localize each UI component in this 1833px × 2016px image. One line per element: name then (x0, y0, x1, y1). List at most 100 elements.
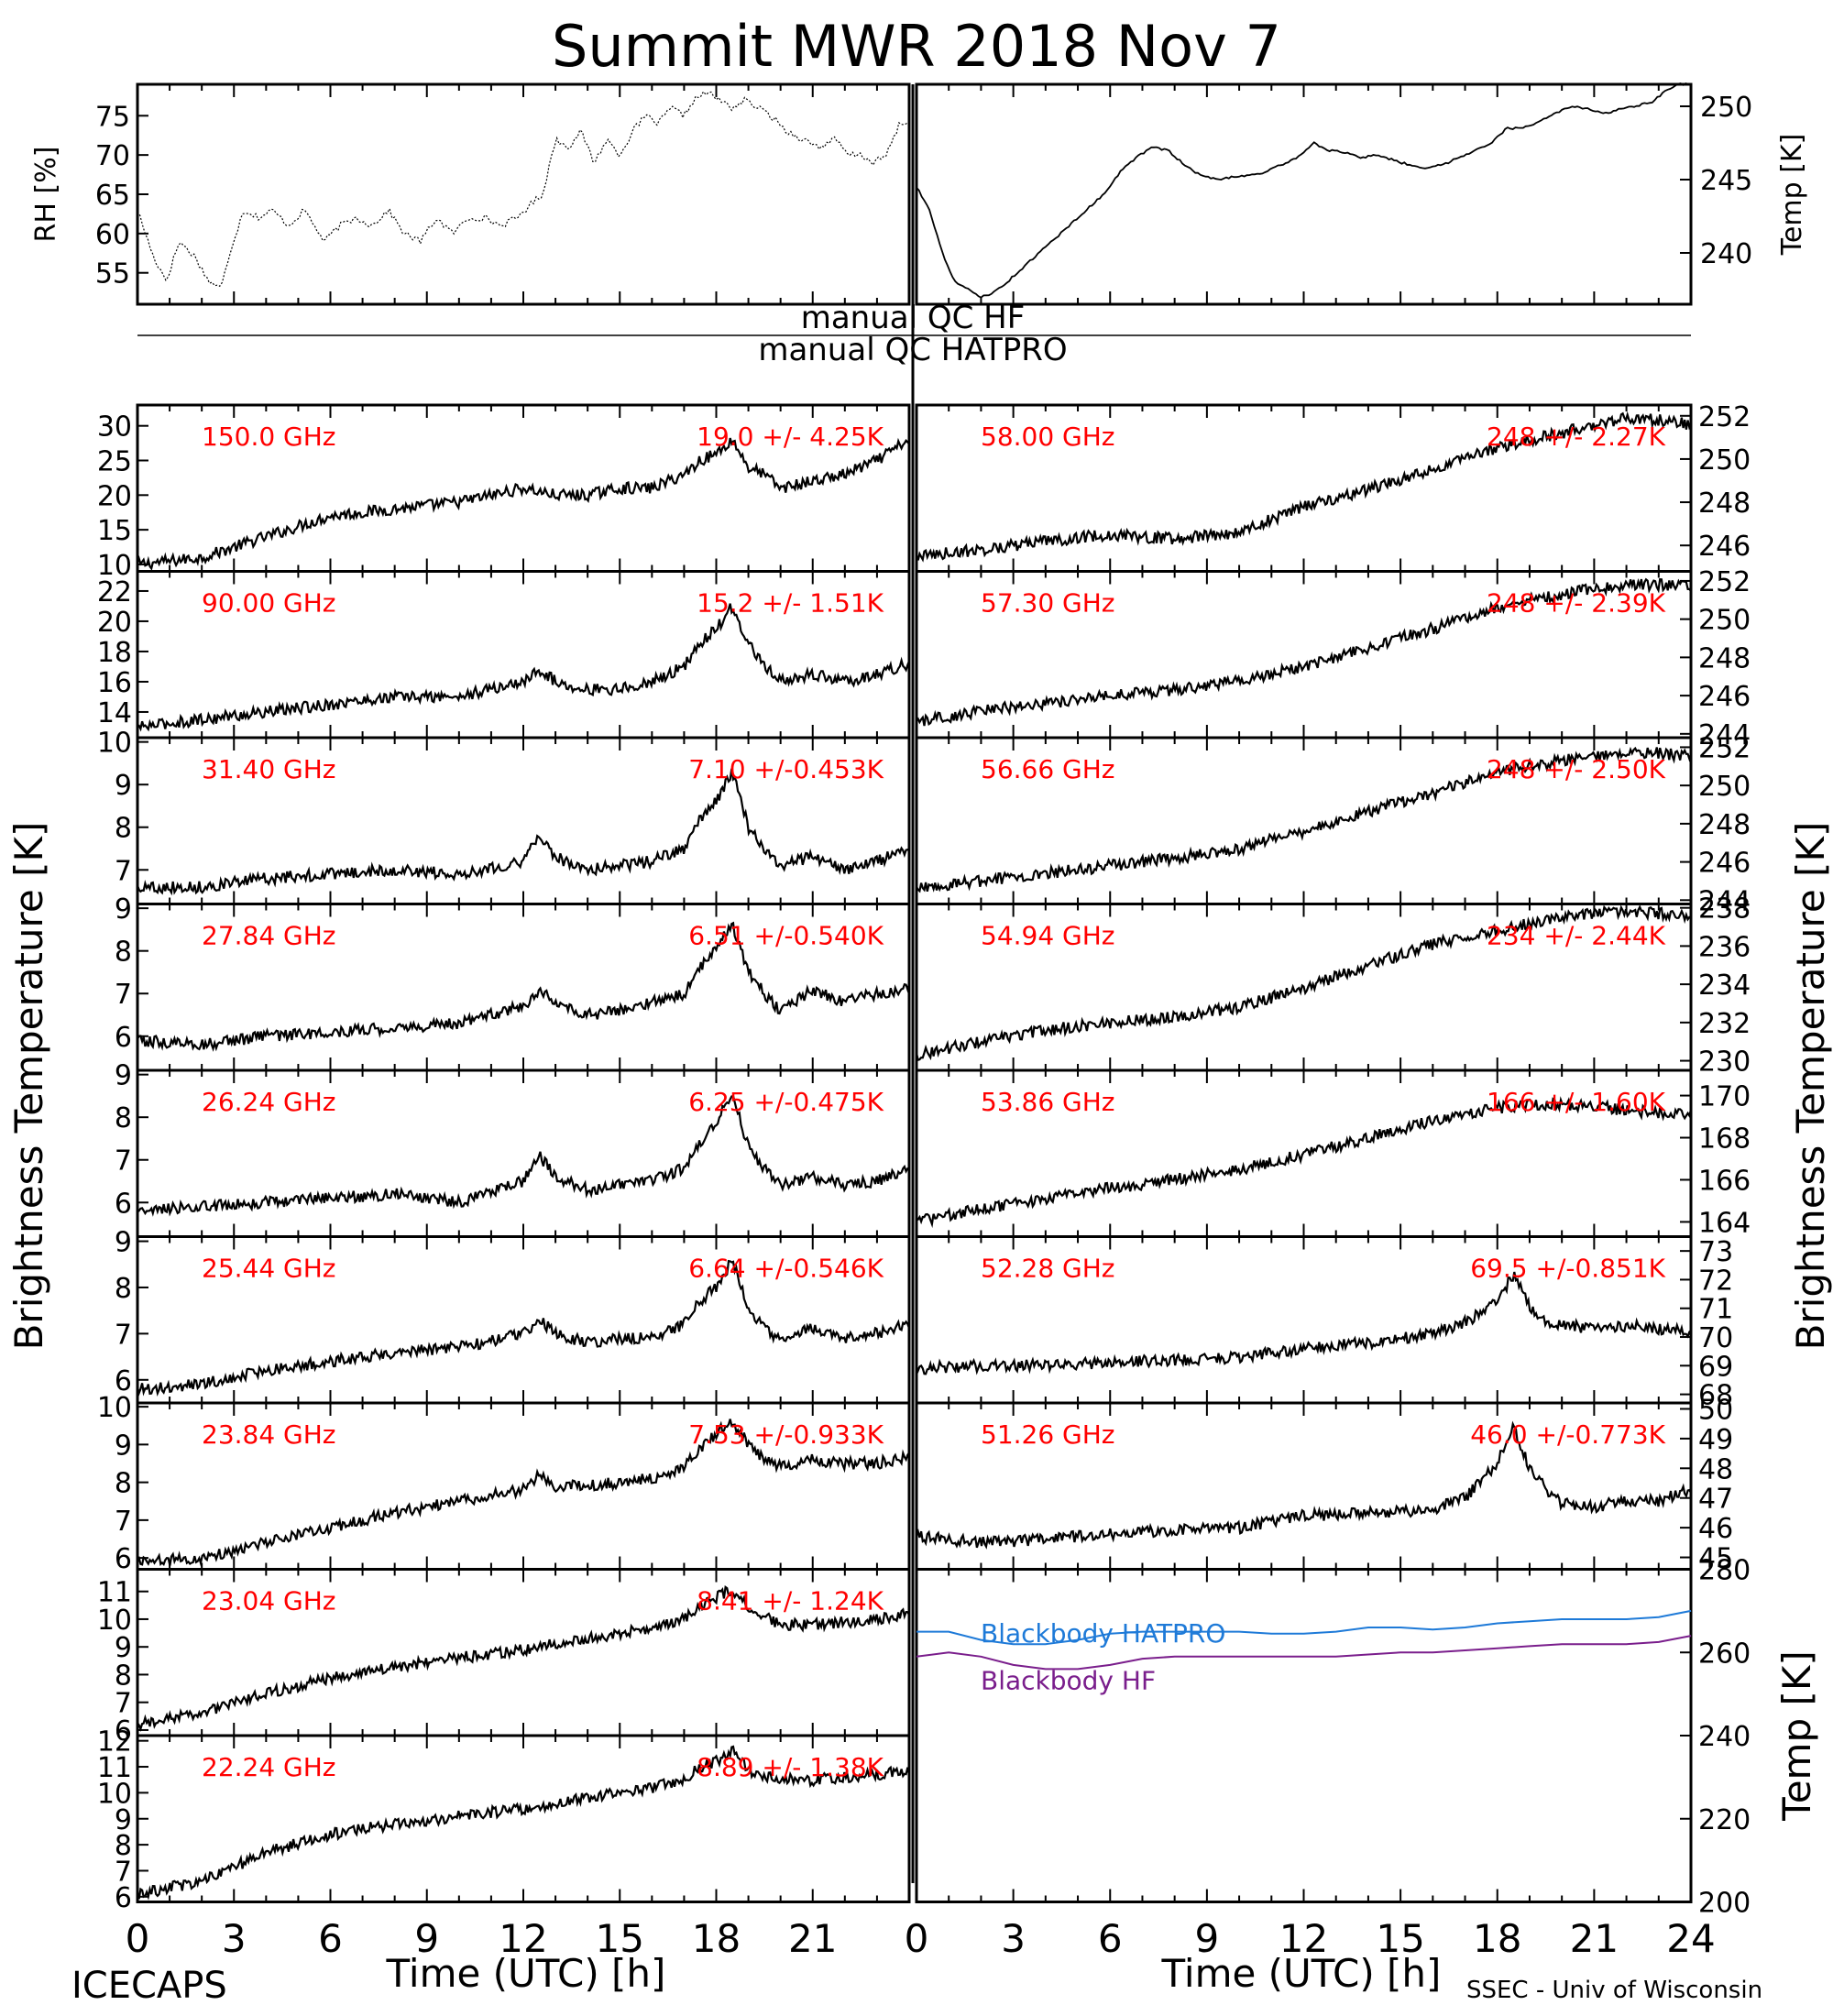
series-trace-25-44-ghz (136, 1259, 911, 1397)
ytick-label-57-30-ghz: 244 (1698, 719, 1751, 751)
xtick-label-left: 6 (318, 1916, 343, 1961)
ytick-label-52-28-ghz: 68 (1698, 1380, 1733, 1412)
ytick-label-56-66-ghz: 250 (1698, 771, 1751, 803)
channel-stat-90-00-ghz: 15.2 +/- 1.51K (697, 588, 884, 619)
ytick-label-57-30-ghz: 250 (1698, 605, 1751, 637)
ytick-label-90-00-ghz: 20 (97, 607, 132, 639)
ytick-label-54-94-ghz: 232 (1698, 1008, 1751, 1040)
ytick-label-31-40-ghz: 10 (97, 728, 132, 760)
ytick-label-54-94-ghz: 230 (1698, 1046, 1751, 1079)
ytick-label-23-84-ghz: 9 (115, 1430, 132, 1462)
xtick-label-right: 3 (1001, 1916, 1026, 1961)
footer-credit: SSEC - Univ of Wisconsin (1466, 1977, 1762, 2004)
channel-stat-22-24-ghz: 8.89 +/- 1.38K (697, 1752, 884, 1782)
channel-label-90-00-ghz: 90.00 GHz (202, 588, 336, 619)
ytick-label-53-86-ghz: 170 (1698, 1081, 1751, 1113)
xtick-label-left: 3 (222, 1916, 247, 1961)
channel-stat-150-0-ghz: 19.0 +/- 4.25K (697, 422, 884, 452)
series-trace-57-30-ghz (916, 577, 1692, 727)
ytick-label-22-24-ghz: 10 (97, 1778, 132, 1810)
ytick-label-90-00-ghz: 22 (97, 576, 132, 608)
ytick-label-57-30-ghz: 248 (1698, 642, 1751, 674)
series-trace-56-66-ghz (916, 746, 1693, 893)
temp-series-line (916, 82, 1692, 299)
rh-panel-frame (136, 82, 911, 306)
ytick-label-53-86-ghz: 166 (1698, 1165, 1751, 1197)
xtick-label-left: 15 (596, 1916, 644, 1961)
ytick-label-23-84-ghz: 8 (115, 1468, 132, 1500)
series-trace-58-00-ghz (915, 411, 1692, 563)
rh-series-line (137, 90, 910, 288)
series-trace-23-04-ghz (137, 1585, 910, 1732)
ytick-label-23-84-ghz: 10 (97, 1392, 132, 1424)
channel-stat-51-26-ghz: 46.0 +/-0.773K (1470, 1419, 1665, 1450)
channel-label-52-28-ghz: 52.28 GHz (981, 1254, 1115, 1284)
xtick-label-right: 24 (1666, 1916, 1715, 1961)
ytick-label-150-0-ghz: 30 (97, 411, 132, 444)
ytick-label-22-24-ghz: 11 (97, 1752, 132, 1784)
channel-stat-52-28-ghz: 69.5 +/-0.851K (1470, 1254, 1665, 1284)
xtick-label-left: 9 (414, 1916, 439, 1961)
ytick-label-26-24-ghz: 9 (115, 1060, 132, 1092)
ytick-label-51-26-ghz: 45 (1698, 1543, 1733, 1575)
channel-label-25-44-ghz: 25.44 GHz (202, 1254, 336, 1284)
ytick-label-22-24-ghz: 6 (115, 1882, 132, 1914)
channel-label-22-24-ghz: 22.24 GHz (202, 1752, 336, 1782)
ytick-label-31-40-ghz: 9 (115, 770, 132, 802)
xtick-label-left: 12 (499, 1916, 547, 1961)
blackbody-ytick-label: 240 (1698, 1721, 1751, 1753)
series-trace-53-86-ghz (916, 1096, 1693, 1229)
ytick-label-57-30-ghz: 252 (1698, 566, 1751, 598)
ytick-label-54-94-ghz: 236 (1698, 931, 1751, 963)
ytick-label-27-84-ghz: 9 (115, 893, 132, 926)
channel-stat-54-94-ghz: 234 +/- 2.44K (1487, 921, 1666, 951)
blackbody-hf-line (916, 1635, 1692, 1671)
xtick-label-right: 21 (1570, 1916, 1619, 1961)
channel-stat-57-30-ghz: 248 +/- 2.39K (1487, 588, 1666, 619)
ytick-label-22-24-ghz: 7 (115, 1856, 132, 1888)
ytick-label-23-84-ghz: 7 (115, 1506, 132, 1538)
x-axis-label-left: Time (UTC) [h] (386, 1951, 666, 1996)
xtick-label-right: 9 (1195, 1916, 1220, 1961)
ytick-label-25-44-ghz: 8 (115, 1273, 132, 1305)
xtick-label-left: 18 (692, 1916, 741, 1961)
channel-label-57-30-ghz: 57.30 GHz (981, 588, 1115, 619)
xtick-label-left: 0 (126, 1916, 150, 1961)
series-trace-23-84-ghz (137, 1419, 910, 1567)
channel-label-23-04-ghz: 23.04 GHz (202, 1586, 336, 1616)
series-trace-150-0-ghz (136, 437, 910, 571)
ytick-label-56-66-ghz: 252 (1698, 732, 1751, 764)
temp-panel-frame (915, 82, 1693, 306)
ytick-label-90-00-ghz: 14 (97, 697, 132, 729)
ytick-label-23-04-ghz: 7 (115, 1688, 132, 1720)
footer-project-label: ICECAPS (71, 1965, 227, 2007)
channel-label-31-40-ghz: 31.40 GHz (202, 754, 336, 784)
ytick-label-52-28-ghz: 70 (1698, 1322, 1733, 1354)
ytick-label-31-40-ghz: 8 (115, 813, 132, 845)
ytick-label-23-04-ghz: 11 (97, 1577, 132, 1609)
xtick-label-right: 6 (1098, 1916, 1123, 1961)
channel-stat-23-04-ghz: 8.41 +/- 1.24K (697, 1586, 884, 1616)
channel-label-51-26-ghz: 51.26 GHz (981, 1419, 1115, 1450)
ytick-label-150-0-ghz: 25 (97, 446, 132, 478)
channel-stat-56-66-ghz: 248 +/- 2.50K (1487, 754, 1666, 784)
ytick-label-54-94-ghz: 234 (1698, 970, 1751, 1002)
ytick-label-23-04-ghz: 8 (115, 1660, 132, 1692)
temp-ytick-label: 250 (1700, 92, 1752, 124)
ytick-label-58-00-ghz: 248 (1698, 488, 1751, 520)
series-trace-31-40-ghz (136, 768, 910, 896)
x-axis-label-right: Time (UTC) [h] (1161, 1951, 1442, 1996)
xtick-label-right: 15 (1376, 1916, 1424, 1961)
blackbody-axis-label: Temp [K] (1774, 1650, 1819, 1822)
channel-label-27-84-ghz: 27.84 GHz (202, 921, 336, 951)
channel-stat-58-00-ghz: 248 +/- 2.27K (1487, 422, 1666, 452)
legend-blackbody-hf: Blackbody HF (981, 1665, 1156, 1695)
ytick-label-26-24-ghz: 7 (115, 1145, 132, 1178)
channel-stat-27-84-ghz: 6.51 +/-0.540K (688, 921, 884, 951)
blackbody-ytick-label: 200 (1698, 1888, 1751, 1920)
ytick-label-52-28-ghz: 71 (1698, 1294, 1733, 1326)
blackbody-ytick-label: 280 (1698, 1555, 1751, 1587)
ytick-label-52-28-ghz: 73 (1698, 1236, 1733, 1268)
ytick-label-51-26-ghz: 47 (1698, 1484, 1733, 1516)
ytick-label-56-66-ghz: 244 (1698, 885, 1751, 917)
